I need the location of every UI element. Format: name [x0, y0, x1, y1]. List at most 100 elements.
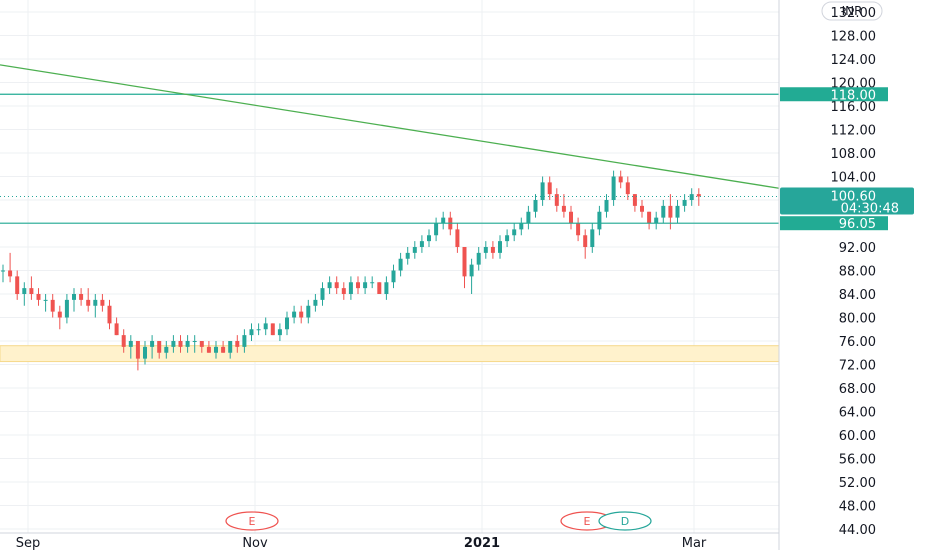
price-tick-label: 48.00 — [839, 500, 876, 515]
candle — [419, 235, 424, 253]
candle-body — [235, 341, 240, 347]
candle-body — [334, 282, 339, 289]
candle-body — [292, 311, 297, 318]
candle — [370, 276, 375, 289]
earnings-marker[interactable]: E — [225, 511, 279, 531]
candle — [100, 294, 105, 312]
level-price-badge — [780, 216, 888, 231]
candle-body — [398, 258, 403, 271]
candle — [689, 188, 694, 206]
support-zone — [0, 345, 780, 363]
candle — [206, 341, 211, 353]
candle-body — [654, 217, 659, 224]
candle-body — [121, 335, 126, 347]
candle-body — [341, 288, 346, 294]
candle — [618, 170, 623, 189]
candle — [632, 194, 637, 212]
candle — [597, 205, 602, 236]
candle-body — [285, 317, 289, 330]
event-marker-letter: E — [584, 515, 591, 528]
candle — [384, 276, 389, 300]
event-marker-shape — [225, 511, 279, 531]
candle-body — [427, 235, 431, 242]
candle — [277, 323, 282, 341]
candle — [554, 188, 559, 212]
candle-body — [199, 341, 204, 347]
candle-body — [462, 247, 467, 277]
candle — [221, 341, 226, 353]
candle-body — [8, 270, 13, 277]
candle-body — [135, 341, 140, 359]
candle — [306, 299, 311, 324]
candle-body — [469, 264, 474, 277]
candle-body — [313, 299, 318, 306]
support-zone-rect[interactable] — [0, 345, 780, 363]
candle-body — [441, 217, 446, 224]
candle — [93, 294, 98, 318]
candle — [79, 288, 84, 306]
candle — [341, 282, 346, 300]
trendline[interactable] — [0, 64, 780, 189]
time-tick-label: Nov — [242, 536, 268, 550]
candle-body — [327, 282, 332, 289]
candle — [199, 341, 204, 353]
candle — [576, 217, 581, 242]
price-tick-label: 68.00 — [839, 382, 876, 397]
candle-body — [604, 200, 609, 212]
price-tick-label: 60.00 — [839, 429, 876, 444]
last-price-badge — [780, 187, 914, 215]
candle-body — [526, 211, 531, 224]
candle-body — [512, 229, 517, 236]
candle-body — [540, 182, 545, 200]
price-tick-label: 44.00 — [839, 523, 876, 538]
candle — [50, 294, 55, 318]
candle-body — [249, 329, 254, 336]
candle — [72, 288, 76, 312]
candle — [22, 282, 27, 306]
price-tick-label: 80.00 — [839, 312, 876, 327]
candle — [476, 247, 481, 271]
horizontal-levels[interactable] — [0, 93, 779, 224]
candle — [164, 341, 169, 359]
candle — [157, 341, 162, 359]
candle-body — [114, 323, 119, 336]
currency-badge[interactable] — [821, 1, 883, 21]
candle — [490, 241, 495, 259]
candle — [640, 200, 644, 218]
candle-body — [320, 288, 325, 300]
candle — [647, 211, 652, 230]
candle — [356, 276, 360, 294]
candle-body — [348, 282, 353, 294]
time-axis[interactable]: Sep Nov 2021 Mar — [0, 532, 779, 550]
candle-body — [36, 294, 41, 300]
candle-body — [476, 252, 481, 265]
price-tick-label: 64.00 — [839, 406, 876, 421]
candle-body — [164, 346, 169, 353]
candle — [654, 211, 659, 230]
candle — [320, 282, 325, 306]
candle-body — [221, 346, 226, 353]
candle-body — [93, 299, 98, 306]
candle-body — [157, 341, 162, 353]
candle-body — [270, 323, 275, 336]
candle — [377, 282, 382, 294]
candle-body — [50, 299, 55, 312]
dividend-marker[interactable]: D — [598, 511, 652, 531]
price-tick-label: 84.00 — [839, 288, 876, 303]
candle — [143, 341, 147, 365]
trendline-line[interactable] — [0, 64, 780, 189]
currency-label: INR — [842, 4, 863, 18]
candle — [121, 329, 126, 353]
candle — [391, 264, 396, 289]
candle — [292, 305, 297, 324]
candle-body — [434, 223, 439, 236]
candle — [114, 317, 119, 336]
candle — [547, 176, 552, 200]
candle-body — [661, 205, 666, 218]
candle-body — [43, 299, 48, 301]
candle — [498, 235, 502, 259]
candle-body — [597, 211, 602, 230]
